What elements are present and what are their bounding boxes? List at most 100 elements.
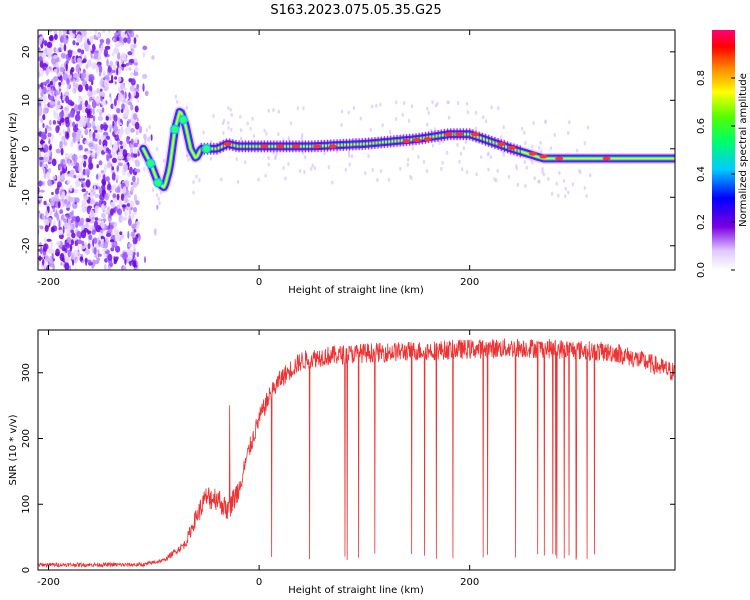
- heatmap-noise-cell: [98, 160, 103, 166]
- heatmap-noise-cell: [114, 234, 121, 242]
- heatmap-faint-cell: [462, 146, 465, 151]
- heatmap-noise-cell: [50, 240, 53, 249]
- heatmap-noise-cell: [142, 45, 148, 51]
- heatmap-noise-cell: [53, 112, 59, 119]
- heatmap-noise-cell: [129, 255, 132, 262]
- heatmap-noise-cell: [96, 109, 101, 113]
- heatmap-noise-cell: [94, 259, 100, 265]
- heatmap-noise-cell: [77, 174, 83, 180]
- heatmap-noise-cell: [112, 48, 116, 55]
- heatmap-noise-cell: [127, 218, 132, 226]
- heatmap-noise-cell: [123, 87, 128, 91]
- heatmap-noise-cell: [41, 68, 44, 77]
- heatmap-faint-cell: [174, 94, 178, 99]
- heatmap-faint-cell: [202, 130, 205, 135]
- heatmap-noise-cell: [38, 105, 43, 115]
- heatmap-noise-cell: [131, 234, 135, 239]
- heatmap-noise-cell: [121, 31, 126, 39]
- heatmap-faint-cell: [376, 178, 379, 182]
- heatmap-noise-cell: [38, 181, 44, 186]
- heatmap-noise-cell: [88, 234, 93, 241]
- heatmap-faint-cell: [525, 165, 528, 170]
- heatmap-faint-cell: [489, 155, 492, 160]
- heatmap-noise-cell: [85, 150, 91, 155]
- heatmap-faint-cell: [406, 157, 410, 162]
- heatmap-faint-cell: [244, 160, 247, 165]
- heatmap-noise-cell: [122, 265, 127, 270]
- heatmap-peak-cell: [539, 154, 548, 159]
- heatmap-noise-cell: [94, 243, 99, 249]
- heatmap-noise-cell: [104, 263, 107, 270]
- heatmap-faint-cell: [571, 182, 575, 187]
- heatmap-faint-cell: [458, 159, 461, 164]
- spectrogram-ylabel: Frequency (Hz): [8, 112, 19, 188]
- heatmap-noise-cell: [107, 253, 113, 262]
- heatmap-noise-cell: [53, 68, 58, 73]
- heatmap-noise-cell: [102, 174, 106, 182]
- heatmap-noise-cell: [130, 104, 134, 111]
- heatmap-faint-cell: [209, 156, 213, 161]
- heatmap-noise-cell: [43, 167, 46, 175]
- heatmap-faint-cell: [538, 179, 541, 184]
- heatmap-noise-cell: [112, 124, 119, 133]
- heatmap-noise-cell: [109, 93, 112, 98]
- heatmap-faint-cell: [589, 173, 592, 178]
- heatmap-faint-cell: [145, 128, 148, 133]
- heatmap-noise-cell: [100, 77, 103, 86]
- heatmap-noise-cell: [122, 149, 128, 158]
- heatmap-faint-cell: [523, 130, 526, 135]
- heatmap-noise-cell: [97, 116, 103, 121]
- heatmap-noise-cell: [106, 183, 112, 191]
- colorbar: 0.0 0.2 0.4 0.6 0.8 Normalized spectral ampl…: [696, 30, 749, 278]
- heatmap-noise-cell: [88, 114, 94, 119]
- heatmap-noise-cell: [135, 200, 140, 206]
- heatmap-noise-cell: [91, 151, 96, 158]
- heatmap-faint-cell: [375, 103, 378, 108]
- heatmap-noise-cell: [134, 121, 140, 130]
- heatmap-faint-cell: [257, 177, 260, 182]
- heatmap-faint-cell: [541, 170, 544, 174]
- heatmap-noise-cell: [38, 203, 42, 207]
- heatmap-noise-cell: [38, 71, 41, 77]
- heatmap-faint-cell: [340, 109, 344, 114]
- heatmap-noise-cell: [150, 134, 153, 141]
- heatmap-noise-cell: [118, 42, 124, 46]
- heatmap-noise-cell: [64, 110, 69, 118]
- heatmap-noise-cell: [55, 241, 61, 246]
- heatmap-noise-cell: [111, 157, 117, 163]
- heatmap-faint-cell: [520, 126, 524, 131]
- heatmap-peak-cell: [423, 137, 432, 142]
- heatmap-noise-cell: [133, 71, 139, 76]
- heatmap-noise-cell: [99, 39, 105, 44]
- heatmap-noise-cell: [130, 182, 134, 186]
- spectrogram-xlabel: Height of straight line (km): [288, 285, 424, 296]
- heatmap-noise-cell: [98, 33, 101, 38]
- heatmap-faint-cell: [296, 106, 300, 111]
- heatmap-noise-cell: [88, 225, 94, 231]
- heatmap-noise-cell: [80, 72, 87, 79]
- heatmap-faint-cell: [359, 116, 362, 121]
- heatmap-noise-cell: [68, 159, 71, 167]
- heatmap-noise-cell: [74, 197, 80, 203]
- heatmap-noise-cell: [93, 34, 97, 40]
- heatmap-noise-cell: [116, 208, 121, 214]
- heatmap-noise-cell: [38, 210, 41, 214]
- heatmap-noise-cell: [109, 138, 112, 148]
- heatmap-noise-cell: [109, 124, 113, 130]
- heatmap-noise-cell: [120, 217, 124, 221]
- heatmap-faint-cell: [459, 151, 463, 156]
- heatmap-noise-cell: [60, 117, 65, 123]
- heatmap-noise-cell: [64, 256, 71, 263]
- heatmap-faint-cell: [474, 126, 478, 131]
- heatmap-faint-cell: [287, 136, 290, 140]
- heatmap-noise-cell: [115, 175, 120, 180]
- y-tick-label: 100: [21, 495, 32, 514]
- heatmap-noise-cell: [50, 201, 55, 207]
- heatmap-noise-cell: [81, 175, 84, 179]
- heatmap-faint-cell: [143, 166, 146, 171]
- heatmap-faint-cell: [327, 165, 331, 170]
- heatmap-noise-cell: [39, 144, 43, 150]
- heatmap-peak-cell: [313, 144, 322, 149]
- heatmap-faint-cell: [538, 145, 541, 150]
- heatmap-peak-cell: [528, 151, 537, 156]
